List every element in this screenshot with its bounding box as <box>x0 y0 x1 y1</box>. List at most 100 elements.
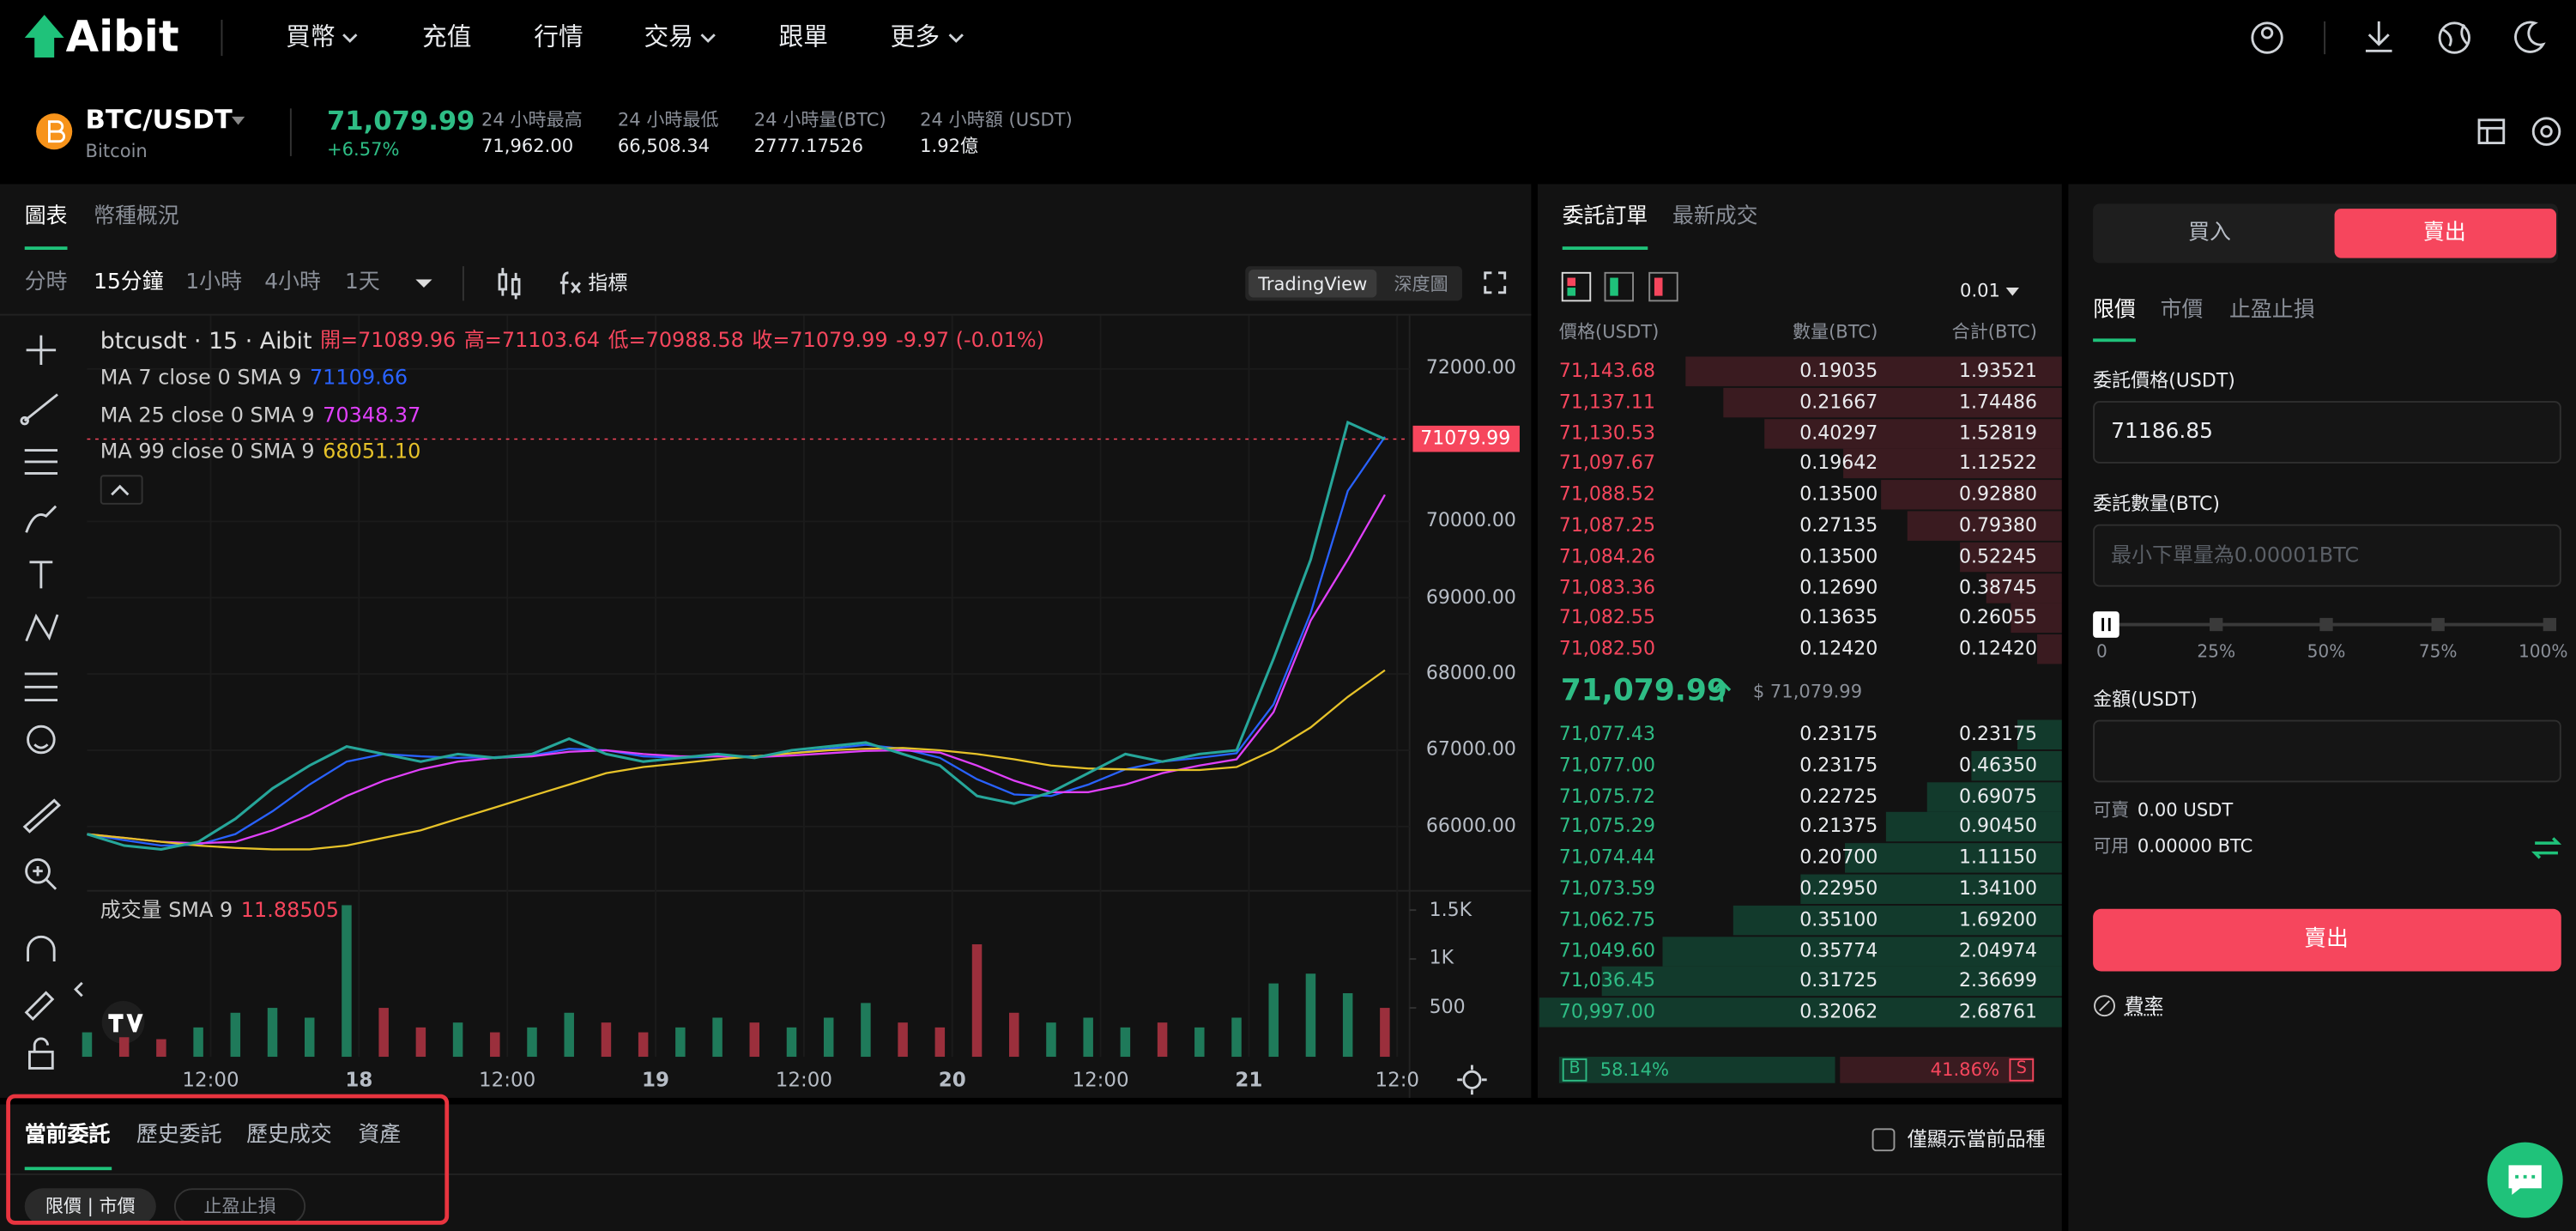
checkbox[interactable] <box>1872 1128 1896 1152</box>
indicator-button[interactable]: 指標 <box>588 270 628 294</box>
view-option[interactable]: 深度圖 <box>1394 273 1448 295</box>
volume-bar <box>898 1022 908 1058</box>
order-total: 0.90450 <box>1958 814 2038 838</box>
order-price: 71,074.44 <box>1558 845 1655 869</box>
y-tick-label: 1.5K <box>1429 897 1472 921</box>
balance-value: 0.00000 BTC <box>2137 835 2253 858</box>
order-total: 0.69075 <box>1958 783 2038 807</box>
fee-link[interactable]: 費率 <box>2124 994 2164 1018</box>
submit-label[interactable]: 賣出 <box>2304 925 2349 952</box>
filter-label[interactable]: 止盈止損 <box>203 1195 276 1217</box>
volume-bar <box>415 1027 426 1058</box>
volume-bar <box>490 1032 500 1058</box>
volume-bar <box>527 1027 537 1058</box>
order-price: 71,036.45 <box>1558 968 1655 992</box>
interval[interactable]: 15分鐘 <box>94 270 164 295</box>
filter-chip[interactable] <box>24 1188 156 1225</box>
depth-bar <box>1800 874 2062 904</box>
submit-button[interactable] <box>2093 908 2561 972</box>
interval[interactable]: 1天 <box>345 270 380 295</box>
pair[interactable]: BTC/USDT <box>85 103 233 135</box>
interval[interactable]: 4小時 <box>264 270 321 295</box>
tab[interactable]: 當前委託 <box>24 1123 111 1149</box>
slider <box>2093 611 2557 638</box>
view-option[interactable]: TradingView <box>1258 273 1368 295</box>
depth-bar <box>1764 418 2062 448</box>
last-price-label: 71079.99 <box>1420 426 1511 450</box>
interval[interactable]: 分時 <box>24 270 68 295</box>
tab[interactable]: 委託訂單 <box>1562 204 1648 230</box>
legend-row: MA 99 close 0 SMA 9 68051.10 <box>100 441 421 463</box>
step-select[interactable]: 0.01 <box>1960 280 2000 302</box>
x-tick-label: 12:00 <box>775 1068 832 1092</box>
buy-tab[interactable]: 買入 <box>2188 221 2231 246</box>
drawing-tools <box>20 335 83 1070</box>
volume-bar <box>1268 983 1279 1058</box>
input[interactable] <box>2093 524 2561 587</box>
order-quantity: 0.21667 <box>1799 389 1878 413</box>
order-quantity: 0.35774 <box>1799 937 1878 961</box>
input[interactable] <box>2093 401 2561 464</box>
checkbox-label[interactable]: 僅顯示當前品種 <box>1907 1127 2046 1151</box>
input[interactable] <box>2093 719 2561 783</box>
tab[interactable]: 歷史委託 <box>136 1123 222 1149</box>
legend-text: -9.97 (-0.01%) <box>896 326 1045 352</box>
volume-bar <box>712 1017 723 1058</box>
price-input-value[interactable]: 71186.85 <box>2111 420 2213 445</box>
swap-icon[interactable] <box>2531 837 2562 859</box>
order-type[interactable]: 止盈止損 <box>2229 298 2315 324</box>
tab[interactable]: 圖表 <box>24 204 68 230</box>
tab[interactable]: 歷史成交 <box>246 1123 332 1149</box>
nav-item[interactable]: 更多 <box>890 21 940 52</box>
logo-icon <box>24 15 64 58</box>
tab[interactable]: 最新成交 <box>1672 204 1758 230</box>
tab[interactable]: 幣種概況 <box>94 204 179 230</box>
order-quantity: 0.21375 <box>1799 814 1878 838</box>
balance-label: 可賣 <box>2093 799 2130 822</box>
order-quantity: 0.40297 <box>1799 420 1878 444</box>
order-price: 71,137.11 <box>1558 389 1655 413</box>
caret <box>415 279 432 288</box>
nav-item[interactable]: 充值 <box>422 21 472 52</box>
slider-label: 100% <box>2518 642 2568 663</box>
volume-bar <box>1231 1017 1242 1058</box>
caret <box>342 33 964 43</box>
x-tick-label: 12:0 <box>1375 1068 1420 1092</box>
tab[interactable]: 資產 <box>358 1123 402 1149</box>
tv-logo <box>101 1000 145 1044</box>
tab-underline <box>2093 338 2136 343</box>
order-type[interactable]: 市價 <box>2160 298 2204 324</box>
volume-bar <box>601 1022 612 1058</box>
tab-underline <box>24 1167 112 1171</box>
order-price: 71,087.25 <box>1558 512 1655 537</box>
sell-tab[interactable] <box>2334 209 2557 258</box>
collapse-button[interactable] <box>100 475 143 505</box>
stat-value: 1.92億 <box>920 135 979 157</box>
order-quantity: 0.19035 <box>1799 358 1878 382</box>
legend-text: MA 7 close 0 SMA 9 <box>100 364 302 390</box>
order-quantity: 0.13500 <box>1799 482 1878 506</box>
nav-item[interactable]: 跟單 <box>778 21 828 52</box>
tab-underline <box>24 246 68 251</box>
order-total: 0.38745 <box>1958 574 2038 598</box>
sell-tab-label[interactable]: 賣出 <box>2422 221 2466 246</box>
nav-item[interactable]: 行情 <box>534 21 584 52</box>
quantity-placeholder[interactable]: 最小下單量為0.00001BTC <box>2111 542 2360 567</box>
depth-bar <box>1845 843 2062 873</box>
depth-bar <box>2017 719 2062 750</box>
legend-text: 11.88505 <box>240 896 340 922</box>
nav-item[interactable]: 買幣 <box>286 21 336 52</box>
depth-bar <box>1663 936 2062 966</box>
depth-bar <box>1971 750 2062 781</box>
volume-bar <box>378 1008 389 1058</box>
divider <box>0 313 1532 316</box>
order-type[interactable]: 限價 <box>2093 298 2136 324</box>
x-tick-label: 20 <box>938 1068 966 1092</box>
legend-text: 低=70988.58 <box>608 326 744 352</box>
nav-item[interactable]: 交易 <box>644 21 693 52</box>
filter-label[interactable]: 限價 | 市價 <box>45 1195 136 1217</box>
order-total: 2.04974 <box>1958 937 2038 961</box>
volume-bar <box>1380 1008 1390 1058</box>
interval[interactable]: 1小時 <box>185 270 242 295</box>
